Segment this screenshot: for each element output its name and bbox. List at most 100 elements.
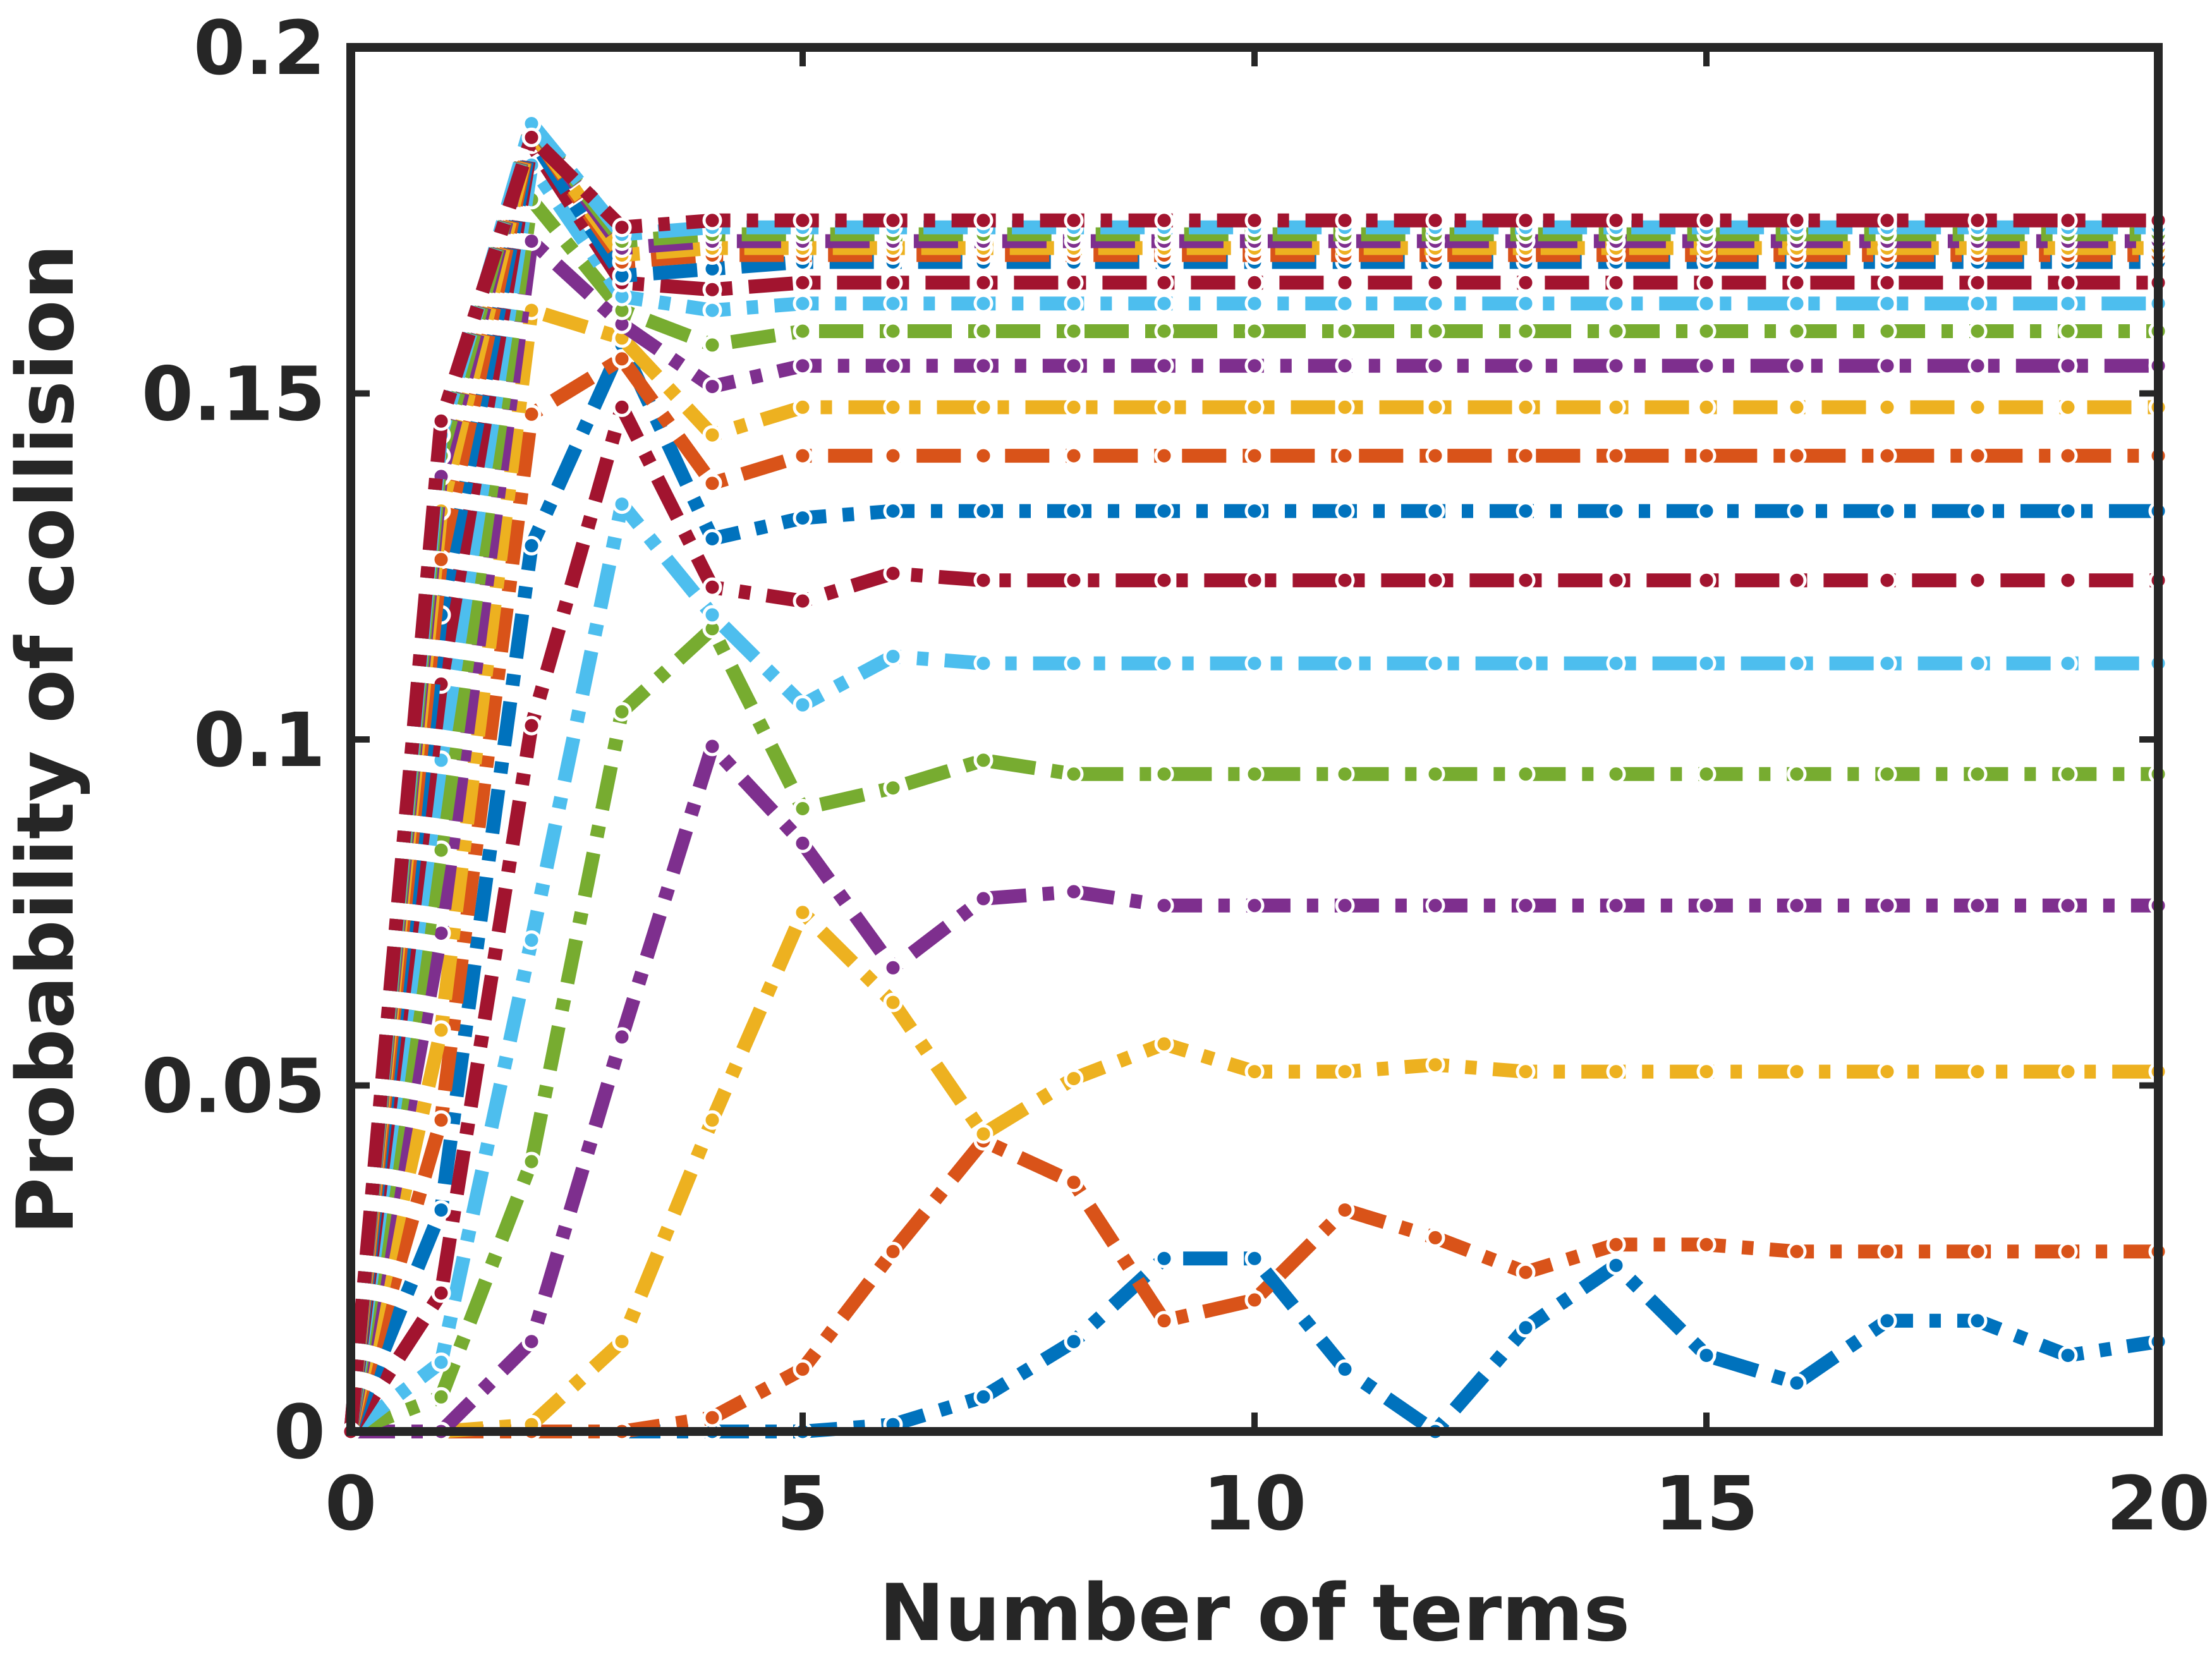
data-point xyxy=(1787,210,1807,231)
series-line xyxy=(346,497,2158,1437)
data-point xyxy=(431,1283,451,1303)
data-point xyxy=(973,397,994,417)
data-point xyxy=(1606,1062,1626,1082)
data-point xyxy=(1696,446,1717,466)
y-tick-label: 0.05 xyxy=(142,1043,325,1130)
data-point xyxy=(793,210,813,231)
data-point xyxy=(1064,501,1084,521)
data-point xyxy=(702,425,722,445)
data-point xyxy=(1967,272,1988,293)
data-point xyxy=(883,501,903,521)
series-layer xyxy=(341,114,2168,1442)
data-point xyxy=(973,210,994,231)
data-point xyxy=(1064,321,1084,341)
x-tick-label: 5 xyxy=(777,1460,829,1547)
data-point xyxy=(1606,653,1626,674)
data-point xyxy=(1787,272,1807,293)
data-point xyxy=(1606,397,1626,417)
data-point xyxy=(612,397,632,417)
data-point xyxy=(1516,397,1536,417)
data-point xyxy=(1787,501,1807,521)
data-point xyxy=(883,647,903,667)
data-point xyxy=(2058,1346,2078,1366)
data-point xyxy=(883,1241,903,1261)
data-point xyxy=(702,577,722,597)
data-point xyxy=(1516,321,1536,341)
data-point xyxy=(1154,896,1174,916)
data-point xyxy=(883,957,903,978)
data-point xyxy=(702,1110,722,1130)
data-point xyxy=(1064,446,1084,466)
series-line xyxy=(344,116,2158,1433)
data-point xyxy=(1335,321,1355,341)
data-point xyxy=(973,501,994,521)
data-point xyxy=(1516,764,1536,784)
data-point xyxy=(1516,210,1536,231)
data-point xyxy=(883,446,903,466)
data-point xyxy=(1696,272,1717,293)
data-point xyxy=(1064,1172,1084,1193)
data-point xyxy=(1967,653,1988,674)
data-point xyxy=(1425,1227,1445,1248)
x-axis-label: Number of terms xyxy=(879,1568,1630,1659)
data-point xyxy=(1516,272,1536,293)
data-point xyxy=(1967,501,1988,521)
data-point xyxy=(1877,896,1897,916)
data-point xyxy=(1787,653,1807,674)
data-point xyxy=(1696,1234,1717,1255)
y-axis-label: Probability of collision xyxy=(1,244,92,1235)
data-point xyxy=(1064,293,1084,313)
y-tick-label: 0 xyxy=(274,1389,325,1476)
data-point xyxy=(1064,764,1084,784)
data-point xyxy=(1967,293,1988,313)
data-point xyxy=(1516,501,1536,521)
data-point xyxy=(2058,321,2078,341)
data-point xyxy=(1244,1290,1265,1310)
data-point xyxy=(883,210,903,231)
data-point xyxy=(1516,1262,1536,1282)
data-point xyxy=(1335,896,1355,916)
data-point xyxy=(702,529,722,549)
data-point xyxy=(612,1027,632,1047)
data-point xyxy=(883,321,903,341)
data-point xyxy=(1154,764,1174,784)
data-point xyxy=(1877,764,1897,784)
series-11 xyxy=(341,231,2168,1442)
series-line xyxy=(344,303,2158,1433)
data-point xyxy=(702,335,722,355)
x-tick-label: 0 xyxy=(325,1460,377,1547)
data-point xyxy=(431,1352,451,1372)
data-point xyxy=(1877,397,1897,417)
data-point xyxy=(973,889,994,909)
data-point xyxy=(883,992,903,1012)
data-point xyxy=(1335,501,1355,521)
y-tick-label: 0.1 xyxy=(193,696,325,784)
data-point xyxy=(1335,570,1355,590)
data-point xyxy=(2058,210,2078,231)
x-tick-label: 10 xyxy=(1203,1460,1306,1547)
data-point xyxy=(1696,764,1717,784)
data-point xyxy=(1967,896,1988,916)
data-point xyxy=(1787,293,1807,313)
data-point xyxy=(1425,1055,1445,1075)
data-point xyxy=(1606,1255,1626,1275)
data-point xyxy=(1335,1200,1355,1220)
data-point xyxy=(1606,570,1626,590)
y-tick-label: 0.2 xyxy=(193,4,325,92)
data-point xyxy=(1154,210,1174,231)
data-point xyxy=(2058,896,2078,916)
data-point xyxy=(793,397,813,417)
data-point xyxy=(2058,501,2078,521)
series-line xyxy=(344,400,2158,1436)
data-point xyxy=(1877,293,1897,313)
data-point xyxy=(1244,653,1265,674)
data-point xyxy=(702,473,722,494)
data-point xyxy=(1696,210,1717,231)
data-point xyxy=(2058,653,2078,674)
data-point xyxy=(2058,397,2078,417)
data-point xyxy=(1244,321,1265,341)
data-point xyxy=(1967,446,1988,466)
data-point xyxy=(1064,356,1084,376)
data-point xyxy=(1877,1311,1897,1331)
data-point xyxy=(793,695,813,715)
